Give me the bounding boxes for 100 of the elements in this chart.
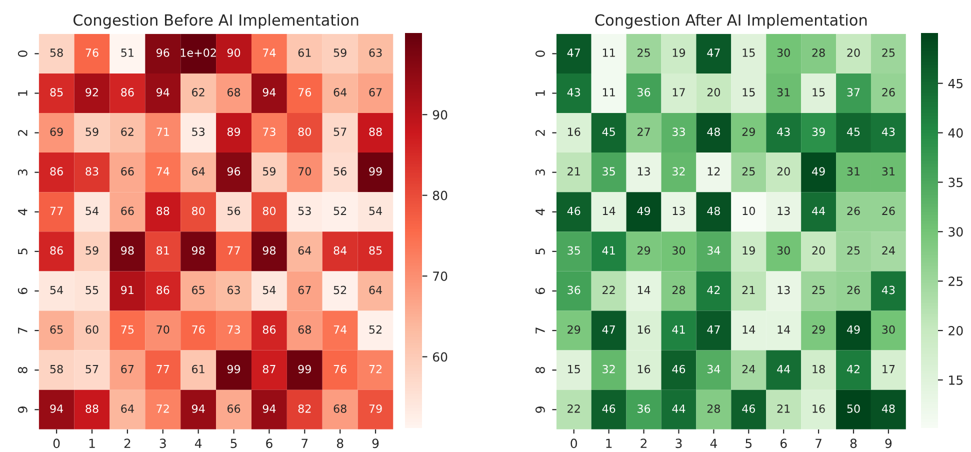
data-label: 46 bbox=[672, 364, 686, 374]
data-label: 25 bbox=[847, 246, 860, 255]
data-label: 32 bbox=[602, 364, 615, 374]
data-label: 1e+02 bbox=[180, 48, 216, 57]
data-label: 30 bbox=[777, 246, 790, 255]
data-label: 42 bbox=[846, 364, 860, 374]
data-label: 19 bbox=[672, 48, 686, 57]
data-label: 16 bbox=[638, 364, 650, 374]
data-label: 32 bbox=[672, 167, 685, 176]
data-label: 74 bbox=[156, 167, 170, 176]
data-label: 35 bbox=[568, 246, 580, 255]
color-bar-label: 70 bbox=[433, 272, 448, 281]
data-label: 31 bbox=[882, 167, 895, 176]
y-tick-label: 6 bbox=[535, 288, 545, 294]
data-label: 59 bbox=[86, 246, 98, 255]
y-tick-label: 3 bbox=[18, 169, 28, 176]
data-label: 14 bbox=[778, 325, 790, 334]
data-label: 53 bbox=[298, 206, 311, 216]
data-label: 30 bbox=[777, 48, 790, 57]
data-label: 69 bbox=[50, 128, 63, 136]
data-label: 16 bbox=[568, 128, 580, 136]
data-label: 44 bbox=[777, 365, 790, 374]
data-label: 36 bbox=[638, 88, 650, 96]
data-label: 13 bbox=[638, 167, 650, 176]
data-label: 17 bbox=[882, 365, 895, 374]
data-label: 21 bbox=[568, 167, 580, 176]
data-label: 50 bbox=[847, 404, 860, 413]
data-label: 66 bbox=[121, 206, 134, 216]
color-bar-label: 90 bbox=[432, 110, 448, 120]
data-label: 56 bbox=[334, 167, 346, 176]
data-label: 20 bbox=[777, 167, 790, 176]
data-label: 22 bbox=[568, 404, 580, 413]
data-label: 49 bbox=[812, 167, 825, 176]
data-label: 66 bbox=[227, 404, 240, 413]
data-label: 99 bbox=[369, 167, 382, 176]
color-bar-label: 20 bbox=[948, 326, 963, 336]
data-label: 77 bbox=[156, 365, 170, 374]
data-label: 43 bbox=[777, 128, 790, 136]
color-bar-label: 35 bbox=[948, 178, 963, 188]
data-label: 92 bbox=[86, 88, 98, 96]
data-label: 94 bbox=[50, 404, 64, 413]
data-label: 94 bbox=[156, 88, 170, 96]
data-label: 59 bbox=[86, 128, 98, 136]
data-label: 13 bbox=[672, 206, 685, 216]
data-label: 10 bbox=[742, 206, 755, 216]
color-bar-label: 15 bbox=[949, 376, 963, 385]
x-tick-label: 4 bbox=[194, 438, 202, 448]
data-label: 61 bbox=[192, 364, 204, 374]
data-label: 61 bbox=[298, 48, 311, 57]
data-label: 20 bbox=[707, 88, 720, 96]
data-label: 96 bbox=[156, 48, 170, 57]
data-label: 16 bbox=[638, 325, 650, 334]
data-label: 74 bbox=[334, 325, 347, 334]
x-tick-label: 9 bbox=[885, 438, 892, 448]
data-label: 43 bbox=[882, 128, 895, 136]
data-label: 84 bbox=[334, 246, 347, 255]
data-label: 82 bbox=[298, 404, 311, 413]
x-tick-label: 6 bbox=[780, 438, 787, 448]
data-label: 88 bbox=[369, 128, 382, 136]
x-tick-label: 5 bbox=[230, 438, 237, 448]
data-label: 12 bbox=[708, 167, 720, 176]
y-tick-label: 0 bbox=[535, 50, 545, 57]
data-label: 73 bbox=[228, 325, 240, 334]
data-label: 60 bbox=[86, 325, 98, 334]
data-label: 91 bbox=[121, 286, 134, 294]
data-label: 49 bbox=[846, 325, 860, 334]
data-label: 54 bbox=[50, 286, 64, 294]
data-label: 26 bbox=[882, 88, 895, 96]
data-label: 36 bbox=[568, 286, 580, 294]
data-label: 85 bbox=[50, 88, 63, 96]
data-label: 75 bbox=[121, 325, 134, 334]
data-label: 58 bbox=[50, 364, 63, 374]
chart-title: Congestion After AI Implementation bbox=[595, 14, 867, 29]
data-label: 20 bbox=[812, 246, 825, 255]
data-label: 88 bbox=[156, 206, 170, 216]
data-label: 25 bbox=[638, 48, 650, 57]
data-label: 98 bbox=[121, 246, 134, 255]
data-label: 70 bbox=[156, 325, 170, 334]
data-label: 37 bbox=[847, 88, 860, 96]
data-label: 76 bbox=[86, 48, 98, 57]
data-label: 46 bbox=[742, 404, 756, 413]
data-label: 72 bbox=[156, 404, 169, 413]
data-label: 90 bbox=[227, 48, 240, 57]
data-label: 67 bbox=[369, 88, 382, 96]
data-label: 88 bbox=[86, 404, 98, 413]
data-label: 47 bbox=[707, 48, 720, 57]
data-label: 35 bbox=[602, 167, 615, 176]
data-label: 76 bbox=[334, 364, 346, 374]
x-tick-label: 7 bbox=[302, 438, 308, 448]
y-tick-label: 5 bbox=[536, 248, 545, 254]
data-label: 98 bbox=[262, 246, 276, 255]
data-label: 94 bbox=[262, 404, 276, 413]
data-label: 80 bbox=[298, 128, 311, 136]
data-label: 86 bbox=[121, 88, 134, 96]
data-label: 80 bbox=[192, 206, 205, 216]
data-label: 26 bbox=[882, 206, 895, 216]
data-label: 65 bbox=[192, 286, 204, 294]
color-bar-label: 25 bbox=[948, 276, 963, 286]
data-label: 66 bbox=[121, 167, 134, 176]
data-label: 86 bbox=[50, 246, 63, 255]
